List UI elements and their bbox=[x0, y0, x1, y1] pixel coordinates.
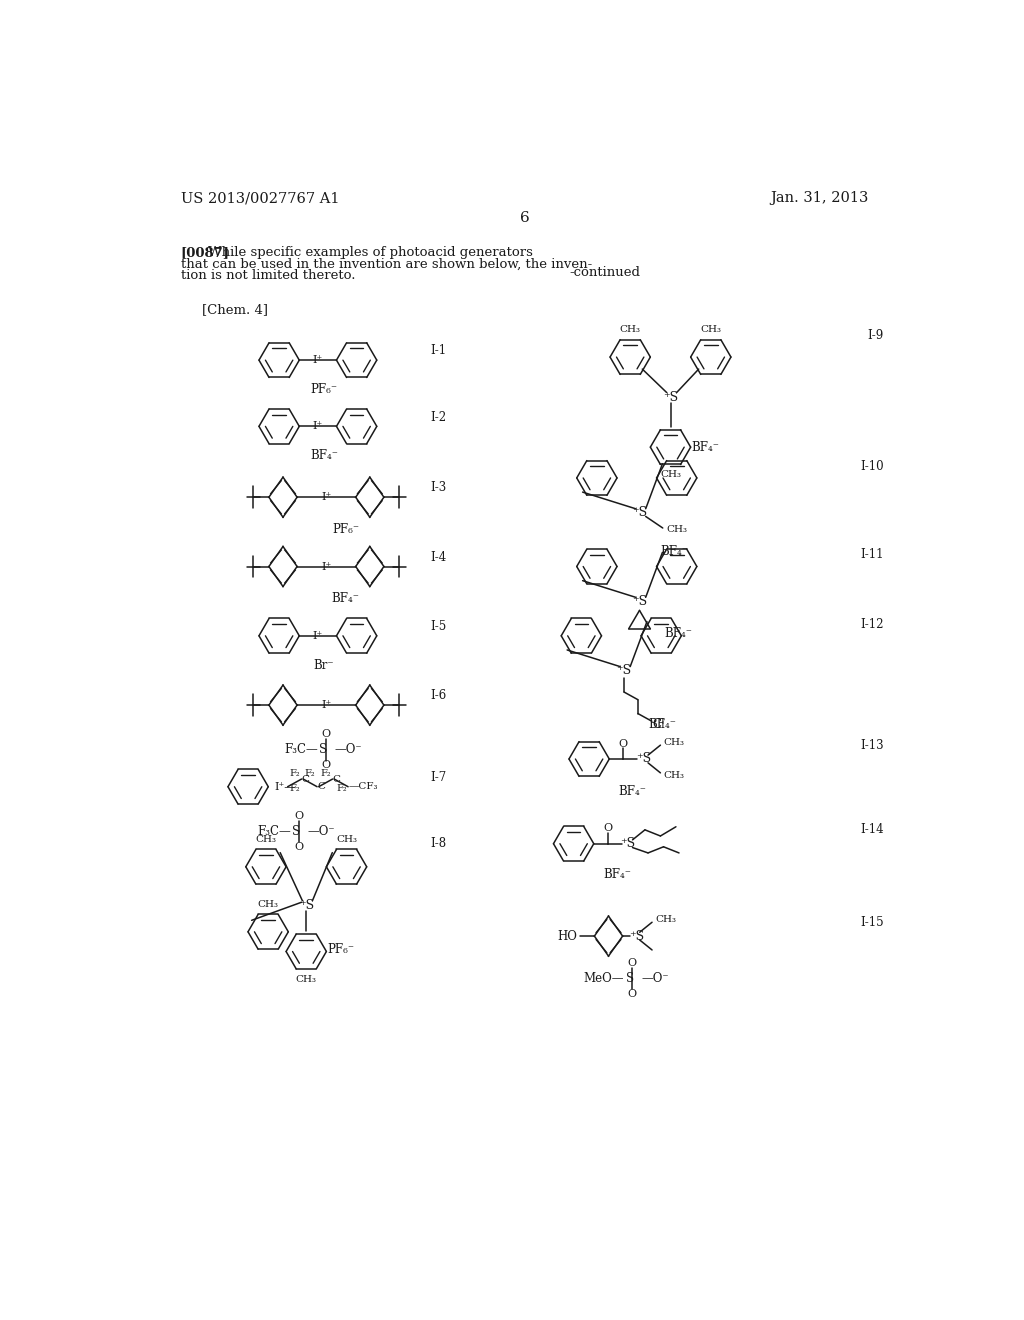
Text: S: S bbox=[319, 743, 328, 756]
Text: O: O bbox=[294, 810, 303, 821]
Text: CH₃: CH₃ bbox=[620, 325, 641, 334]
Text: Cl: Cl bbox=[652, 718, 665, 731]
Text: C: C bbox=[302, 775, 309, 784]
Text: I⁺—: I⁺— bbox=[274, 781, 296, 792]
Text: I-5: I-5 bbox=[430, 620, 446, 634]
Text: CH₃: CH₃ bbox=[336, 834, 357, 843]
Text: BF₄⁻: BF₄⁻ bbox=[332, 593, 359, 606]
Text: I-2: I-2 bbox=[430, 411, 446, 424]
Text: CH₃: CH₃ bbox=[660, 470, 681, 479]
Text: I-11: I-11 bbox=[860, 548, 884, 561]
Text: F₂: F₂ bbox=[337, 784, 347, 793]
Text: -continued: -continued bbox=[569, 265, 641, 279]
Text: ⁺S: ⁺S bbox=[299, 899, 313, 912]
Text: PF₆⁻: PF₆⁻ bbox=[332, 523, 359, 536]
Text: O: O bbox=[603, 824, 612, 833]
Text: O: O bbox=[618, 739, 628, 748]
Text: HO: HO bbox=[557, 929, 578, 942]
Text: F₃C—: F₃C— bbox=[284, 743, 317, 756]
Text: tion is not limited thereto.: tion is not limited thereto. bbox=[180, 269, 355, 282]
Text: that can be used in the invention are shown below, the inven-: that can be used in the invention are sh… bbox=[180, 257, 592, 271]
Text: O: O bbox=[322, 730, 330, 739]
Text: I-1: I-1 bbox=[430, 345, 446, 358]
Text: C: C bbox=[333, 775, 341, 784]
Text: O: O bbox=[627, 989, 636, 999]
Text: O: O bbox=[322, 760, 330, 770]
Text: BF₄⁻: BF₄⁻ bbox=[618, 785, 646, 797]
Text: F₃C—: F₃C— bbox=[257, 825, 291, 838]
Text: I-4: I-4 bbox=[430, 550, 446, 564]
Text: O: O bbox=[294, 842, 303, 851]
Text: ⁺S: ⁺S bbox=[632, 594, 647, 607]
Text: —O⁻: —O⁻ bbox=[335, 743, 362, 756]
Text: BF₄⁻: BF₄⁻ bbox=[691, 441, 720, 454]
Text: Jan. 31, 2013: Jan. 31, 2013 bbox=[770, 191, 869, 206]
Text: BF₄⁻: BF₄⁻ bbox=[665, 627, 692, 640]
Text: I⁺: I⁺ bbox=[322, 700, 332, 710]
Text: I-8: I-8 bbox=[430, 837, 446, 850]
Text: ⁺S: ⁺S bbox=[636, 752, 651, 766]
Text: —O⁻: —O⁻ bbox=[308, 825, 336, 838]
Text: US 2013/0027767 A1: US 2013/0027767 A1 bbox=[180, 191, 339, 206]
Text: [0087]: [0087] bbox=[180, 246, 229, 259]
Text: —O⁻: —O⁻ bbox=[641, 972, 669, 985]
Text: PF₆⁻: PF₆⁻ bbox=[310, 383, 338, 396]
Text: 6: 6 bbox=[520, 211, 529, 226]
Text: ⁺S: ⁺S bbox=[621, 837, 636, 850]
Text: S: S bbox=[292, 825, 300, 838]
Text: I-13: I-13 bbox=[860, 739, 884, 751]
Text: F₂: F₂ bbox=[290, 770, 300, 777]
Text: I-6: I-6 bbox=[430, 689, 446, 702]
Text: Br⁻: Br⁻ bbox=[313, 659, 335, 672]
Text: MeO—: MeO— bbox=[584, 972, 624, 985]
Text: S: S bbox=[626, 972, 634, 985]
Text: [Chem. 4]: [Chem. 4] bbox=[202, 302, 267, 315]
Text: I⁺: I⁺ bbox=[322, 561, 332, 572]
Text: CH₃: CH₃ bbox=[664, 738, 684, 747]
Text: F₂: F₂ bbox=[290, 784, 300, 793]
Text: I-3: I-3 bbox=[430, 482, 446, 495]
Text: CH₃: CH₃ bbox=[255, 834, 276, 843]
Text: ⁺S: ⁺S bbox=[629, 929, 644, 942]
Text: I-10: I-10 bbox=[860, 459, 884, 473]
Text: F₂: F₂ bbox=[321, 770, 331, 777]
Text: PF₆⁻: PF₆⁻ bbox=[328, 944, 354, 957]
Text: BF₄⁻: BF₄⁻ bbox=[660, 545, 688, 557]
Text: I-9: I-9 bbox=[867, 329, 884, 342]
Text: I-12: I-12 bbox=[860, 618, 884, 631]
Text: I⁺: I⁺ bbox=[312, 631, 323, 640]
Text: I⁺: I⁺ bbox=[322, 492, 332, 502]
Text: CH₃: CH₃ bbox=[700, 325, 721, 334]
Text: I⁺: I⁺ bbox=[312, 355, 323, 366]
Text: I-14: I-14 bbox=[860, 824, 884, 837]
Text: I-15: I-15 bbox=[860, 916, 884, 929]
Text: C: C bbox=[317, 783, 325, 791]
Text: CH₃: CH₃ bbox=[664, 771, 684, 780]
Text: F₂: F₂ bbox=[305, 770, 315, 777]
Text: CH₃: CH₃ bbox=[667, 525, 688, 535]
Text: I⁺: I⁺ bbox=[312, 421, 323, 432]
Text: O: O bbox=[627, 958, 636, 968]
Text: CH₃: CH₃ bbox=[258, 899, 279, 908]
Text: —CF₃: —CF₃ bbox=[348, 783, 378, 791]
Text: ⁺S: ⁺S bbox=[632, 506, 647, 519]
Text: I-7: I-7 bbox=[430, 771, 446, 784]
Text: BF₄⁻: BF₄⁻ bbox=[310, 449, 338, 462]
Text: While specific examples of photoacid generators: While specific examples of photoacid gen… bbox=[208, 246, 532, 259]
Text: BF₄⁻: BF₄⁻ bbox=[603, 869, 631, 880]
Text: CH₃: CH₃ bbox=[296, 974, 316, 983]
Text: BF₄⁻: BF₄⁻ bbox=[649, 718, 677, 731]
Text: CH₃: CH₃ bbox=[655, 915, 676, 924]
Text: ⁺S: ⁺S bbox=[616, 664, 632, 677]
Text: ⁺S: ⁺S bbox=[663, 391, 678, 404]
